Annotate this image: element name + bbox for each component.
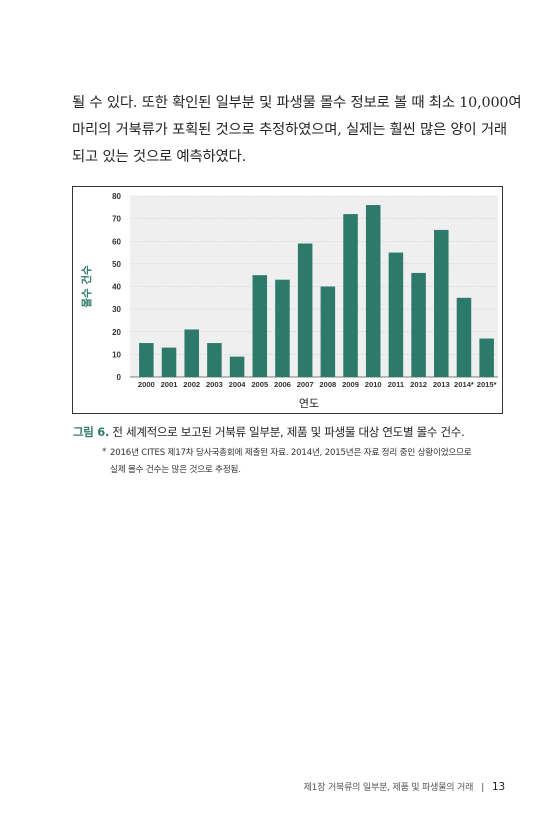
bar — [411, 272, 426, 377]
footer-chapter: 제1장 거북류의 일부분, 제품 및 파생물의 거래 — [303, 783, 474, 793]
x-tick-label: 2005 — [251, 380, 269, 389]
bar — [184, 329, 199, 377]
x-tick-label: 2013 — [433, 380, 450, 389]
bar — [388, 252, 404, 377]
y-tick-label: 70 — [112, 215, 121, 224]
y-tick-label: 30 — [112, 305, 121, 314]
x-tick-label: 2014* — [454, 380, 474, 389]
bar — [479, 338, 494, 377]
bar — [139, 343, 154, 377]
bar-chart: 0 10 20 30 40 50 60 70 80 2000 2001 2002 2003 2004 200… — [80, 192, 498, 410]
bar — [275, 279, 290, 377]
figure-caption: 그림 6. 전 세계적으로 보고된 거북류 일부분, 제품 및 파생물 대상 연… — [73, 424, 513, 440]
y-tick-label: 60 — [112, 237, 121, 246]
bar — [320, 286, 336, 377]
y-axis-title: 몰수 건수 — [80, 265, 93, 308]
page-number: 13 — [492, 781, 505, 793]
body-line: 되고 있는 것으로 예측하였다. — [72, 149, 246, 165]
bar — [229, 356, 245, 377]
x-tick-label: 2012 — [410, 380, 427, 389]
bar — [252, 275, 268, 377]
x-tick-label: 2009 — [342, 380, 359, 389]
y-tick-label: 80 — [112, 192, 121, 201]
x-tick-label: 2011 — [388, 380, 405, 389]
x-tick-label: 2007 — [297, 380, 314, 389]
bar — [365, 205, 381, 377]
bar — [456, 297, 472, 377]
page-footer: 제1장 거북류의 일부분, 제품 및 파생물의 거래 | 13 — [303, 780, 506, 793]
figure-note: * 2016년 CITES 제17차 당사국총회에 제출된 자료. 2014년,… — [102, 445, 510, 479]
x-tick-label: 2002 — [183, 380, 200, 389]
body-line: 될 수 있다. 또한 확인된 일부분 및 파생물 몰수 정보로 볼 때 최소 1… — [72, 95, 522, 111]
body-paragraph: 될 수 있다. 또한 확인된 일부분 및 파생물 몰수 정보로 볼 때 최소 1… — [72, 90, 522, 171]
note-asterisk: * — [102, 447, 107, 457]
bar — [297, 243, 313, 377]
y-tick-label: 40 — [112, 283, 121, 292]
y-tick-label: 50 — [112, 260, 121, 269]
x-tick-label: 2008 — [319, 380, 336, 389]
x-tick-label: 2003 — [206, 380, 223, 389]
footer-separator: | — [481, 783, 485, 793]
x-tick-label: 2010 — [365, 380, 382, 389]
figure-chart-box: 0 10 20 30 40 50 60 70 80 2000 2001 2002 2003 2004 200… — [72, 186, 503, 414]
y-tick-label: 20 — [112, 328, 121, 337]
x-tick-label: 2000 — [138, 380, 155, 389]
y-tick-label: 0 — [117, 373, 122, 382]
x-axis-title: 연도 — [299, 397, 319, 410]
note-line: 실제 몰수 건수는 많은 것으로 추정됨. — [110, 465, 241, 475]
bar — [434, 229, 449, 377]
bar — [161, 347, 177, 377]
x-tick-label: 2001 — [161, 380, 179, 389]
figure-caption-text: 전 세계적으로 보고된 거북류 일부분, 제품 및 파생물 대상 연도별 몰수 … — [109, 425, 465, 439]
x-tick-label: 2015* — [477, 380, 497, 389]
y-tick-label: 10 — [112, 350, 121, 359]
x-tick-label: 2004 — [229, 380, 247, 389]
body-line: 마리의 거북류가 포획된 것으로 추정하였으며, 실제는 훨씬 많은 양이 거래 — [72, 122, 507, 138]
x-tick-label: 2006 — [274, 380, 291, 389]
bar — [207, 343, 222, 377]
note-line: 2016년 CITES 제17차 당사국총회에 제출된 자료. 2014년, 2… — [110, 448, 472, 458]
figure-label: 그림 6. — [73, 425, 110, 439]
bar — [343, 214, 358, 377]
